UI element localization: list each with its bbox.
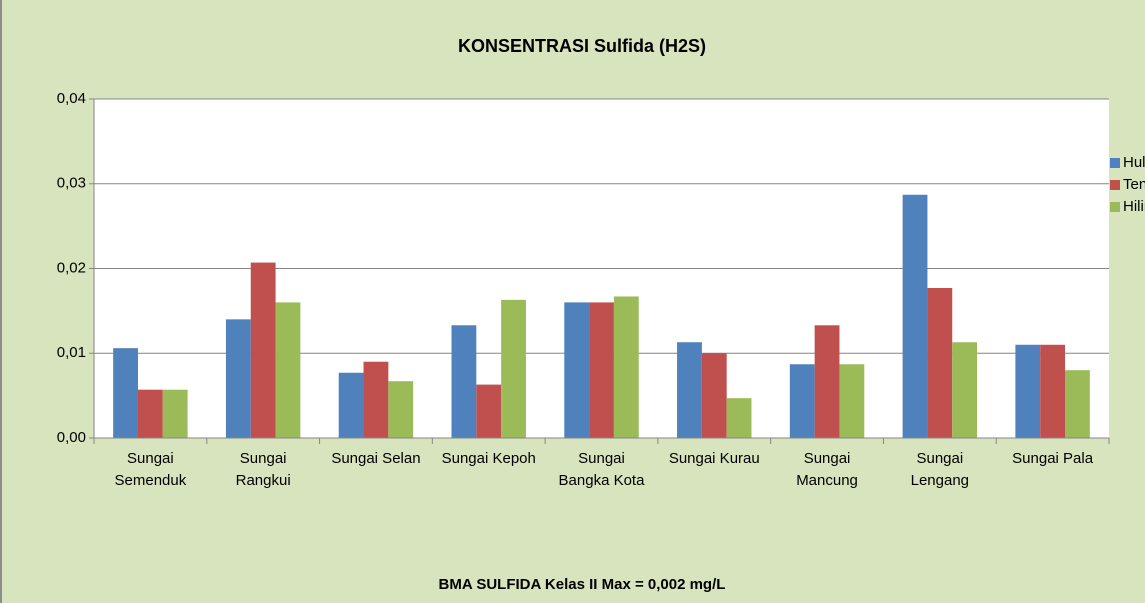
- y-tick-label: 0,02: [57, 259, 86, 276]
- x-tick-label: Sungai Lengang: [910, 450, 970, 489]
- bar: [137, 389, 163, 438]
- x-tick-label: Sungai Semenduk: [114, 450, 187, 489]
- x-tick-label: Sungai Pala: [1012, 450, 1094, 467]
- bar: [726, 398, 752, 438]
- y-tick-label: 0,00: [57, 429, 86, 446]
- chart-title: KONSENTRASI Sulfida (H2S): [458, 36, 706, 56]
- bar: [589, 302, 614, 438]
- bar: [162, 389, 188, 438]
- bar: [952, 342, 978, 438]
- bar: [789, 364, 815, 438]
- legend-swatch: [1110, 158, 1120, 168]
- x-tick-label: Sungai Rangkui: [235, 450, 291, 489]
- bar: [501, 299, 526, 438]
- bar: [113, 348, 138, 438]
- legend-swatch: [1110, 180, 1120, 190]
- bar: [564, 302, 590, 438]
- legend-label: Hilir: [1123, 198, 1145, 215]
- bar: [1040, 344, 1066, 438]
- bar: [388, 381, 414, 438]
- bar: [338, 372, 364, 438]
- bar: [225, 319, 251, 438]
- bar: [1015, 344, 1041, 438]
- bar: [814, 325, 840, 438]
- y-tick-label: 0,01: [57, 344, 86, 361]
- legend-label: Hulu: [1123, 154, 1145, 171]
- x-tick-label: Sungai Mancung: [796, 450, 858, 489]
- footnote: BMA SULFIDA Kelas II Max = 0,002 mg/L: [439, 576, 726, 593]
- bar: [275, 302, 301, 438]
- y-tick-label: 0,03: [57, 175, 86, 192]
- bar: [701, 353, 727, 438]
- bar: [927, 287, 953, 438]
- bar: [476, 384, 502, 438]
- x-tick-label: Sungai Bangka Kota: [558, 450, 645, 489]
- bar: [250, 262, 276, 438]
- legend-label: Tengah: [1123, 176, 1145, 193]
- x-tick-label: Sungai Kurau: [668, 450, 760, 467]
- bar: [902, 194, 928, 438]
- bar: [613, 296, 639, 438]
- bar: [451, 325, 477, 438]
- legend-swatch: [1110, 202, 1120, 212]
- x-tick-label: Sungai Kepoh: [441, 450, 536, 467]
- bar: [677, 342, 702, 438]
- bar: [1065, 370, 1090, 438]
- bar: [363, 361, 389, 438]
- y-tick-label: 0,04: [57, 90, 86, 107]
- x-tick-label: Sungai Selan: [331, 450, 421, 467]
- bar: [839, 364, 865, 438]
